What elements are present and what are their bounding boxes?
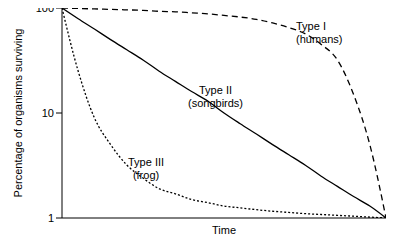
html-text:Type III (frog): Type III (frog)	[128, 156, 165, 181]
html-text:Type II (songbirds): Type II (songbirds)	[188, 84, 243, 109]
svg-text:100: 100	[36, 8, 54, 14]
svg-text:Time: Time	[212, 224, 236, 236]
html-text:Type I (humans): Type I (humans)	[296, 20, 343, 45]
svg-text:1: 1	[48, 212, 54, 224]
svg-text:Percentage of organisms surviv: Percentage of organisms surviving	[12, 29, 24, 198]
svg-text:10: 10	[42, 107, 54, 119]
